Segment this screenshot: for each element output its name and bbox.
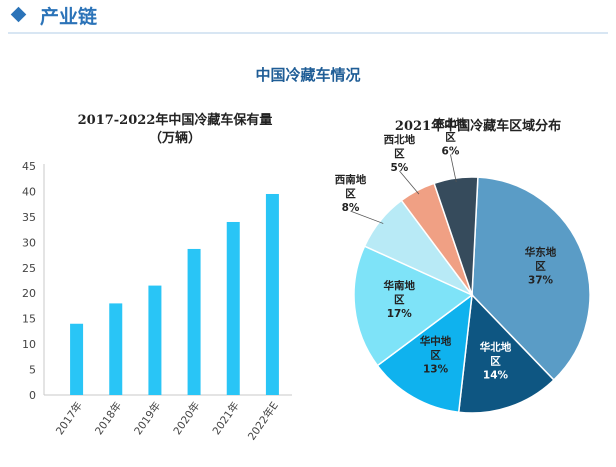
y-tick-label: 35 [22,211,36,224]
bar [187,248,201,395]
diamond-icon [10,6,27,23]
bar [265,193,279,395]
y-tick-label: 20 [22,287,36,300]
bar [148,285,162,395]
leader-line [450,154,457,183]
y-tick-label: 30 [22,236,36,249]
pie-slice [376,293,473,414]
bar [109,303,123,395]
y-tick-label: 0 [29,389,36,402]
main-title: 中国冷藏车情况 [255,66,361,84]
header-divider [8,32,608,34]
bar-chart-title: 2017-2022年中国冷藏车保有量 （万辆） [77,113,273,146]
slice-label: 西南地区 8% [335,173,367,214]
y-tick-label: 15 [22,313,36,326]
y-tick-label: 5 [29,364,36,377]
pie-slice [433,176,479,296]
slice-label: 西北地区 5% [384,133,416,174]
x-tick-label: 2019年 [131,399,163,437]
x-tick-label: 2020年 [171,399,203,437]
pie-slice [353,245,474,367]
section-title: 产业链 [40,6,98,28]
slice-label: 华中地区 13% [420,334,452,375]
bar [226,221,240,395]
x-tick-label: 2022年E [245,399,281,442]
leader-line [350,210,384,224]
slice-label: 华东地区 37% [525,245,557,286]
leader-line [399,170,420,195]
slice-label: 华北地区 14% [480,340,512,381]
bar [70,323,84,395]
x-tick-label: 2017年 [53,399,85,437]
y-tick-label: 10 [22,338,36,351]
pie-slice [471,176,591,382]
slice-label: 华南地区 17% [384,279,416,320]
pie-slice [363,199,473,296]
x-tick-label: 2018年 [92,399,124,437]
y-tick-label: 45 [22,160,36,173]
x-tick-label: 2021年 [210,399,242,437]
pie-slice [400,182,473,296]
section-header: 产业链 [0,0,616,40]
y-tick-label: 40 [22,185,36,198]
pie-chart-title: 2021年中国冷藏车区域分布 [394,119,562,134]
y-tick-label: 25 [22,262,36,275]
pie-slice [457,293,555,414]
